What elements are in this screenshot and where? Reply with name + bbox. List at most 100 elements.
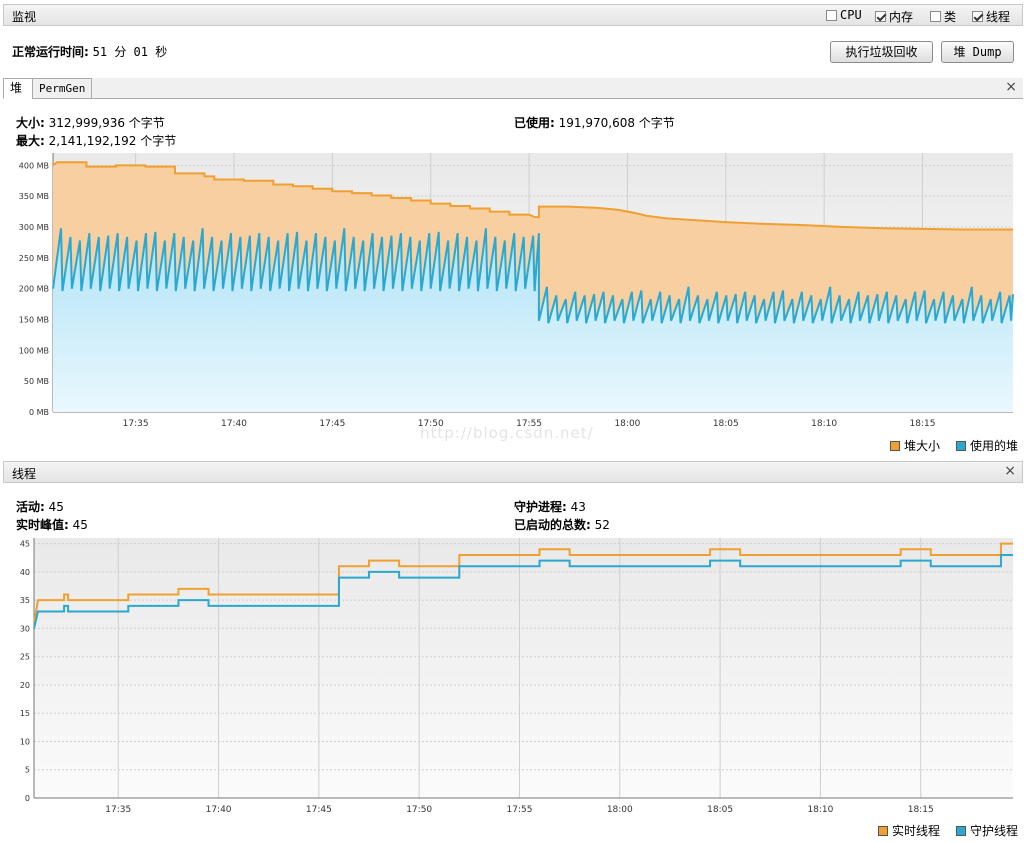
heap-max-info: 最大: 2,141,192,192 个字节 <box>16 132 176 149</box>
x-tick-label: 18:00 <box>614 419 640 429</box>
heap-used-swatch <box>956 440 967 451</box>
memory-checkbox-label: 内存 <box>889 10 914 24</box>
x-tick-label: 18:10 <box>811 419 837 429</box>
monitor-panel-header: 监视 <box>3 4 1023 26</box>
threads-title: 线程 <box>12 467 37 481</box>
y-tick-label: 25 <box>20 653 30 662</box>
heap-legend: 堆大小 使用的堆 <box>890 437 1018 454</box>
daemon-threads-info: 守护进程: 43 <box>514 498 586 515</box>
y-tick-label: 5 <box>25 766 30 775</box>
threads-checkbox[interactable]: 线程 <box>972 8 1010 25</box>
x-tick-label: 17:55 <box>507 805 533 815</box>
close-icon[interactable]: × <box>1004 463 1016 479</box>
monitor-title: 监视 <box>12 10 37 24</box>
uptime-label: 正常运行时间: <box>12 45 89 59</box>
x-tick-label: 18:15 <box>908 805 934 815</box>
peak-threads-info: 实时峰值: 45 <box>16 516 88 533</box>
heap-size-info: 大小: 312,999,936 个字节 <box>16 114 165 131</box>
live-threads-legend-label: 实时线程 <box>892 824 941 838</box>
heap-size-label: 大小: <box>16 116 45 130</box>
started-threads-label: 已启动的总数: <box>514 518 591 532</box>
y-tick-label: 45 <box>20 540 30 549</box>
plot-background <box>34 538 1013 798</box>
started-threads-value: 52 <box>594 518 610 532</box>
y-tick-label: 15 <box>20 709 30 718</box>
live-threads-label: 活动: <box>16 500 45 514</box>
x-tick-label: 17:45 <box>319 419 345 429</box>
daemon-threads-label: 守护进程: <box>514 500 567 514</box>
tab-permgen[interactable]: PermGen <box>32 78 92 99</box>
heap-used-value: 191,970,608 个字节 <box>558 116 675 130</box>
y-tick-label: 10 <box>20 737 30 746</box>
y-tick-label: 100 MB <box>19 346 49 355</box>
x-tick-label: 17:50 <box>406 805 432 815</box>
y-tick-label: 300 MB <box>19 223 49 232</box>
uptime-value: 51 分 01 秒 <box>92 45 168 59</box>
live-threads-info: 活动: 45 <box>16 498 64 515</box>
y-tick-label: 200 MB <box>19 285 49 294</box>
memory-checkbox[interactable]: 内存 <box>875 8 913 25</box>
watermark: http://blog.csdn.net/ <box>420 424 594 442</box>
y-tick-label: 350 MB <box>19 192 49 201</box>
heap-used-label: 已使用: <box>514 116 555 130</box>
peak-threads-label: 实时峰值: <box>16 518 69 532</box>
x-tick-label: 17:40 <box>221 419 247 429</box>
x-tick-label: 18:05 <box>707 805 733 815</box>
heap-used-legend-label: 使用的堆 <box>970 439 1019 453</box>
y-tick-label: 0 <box>25 794 30 803</box>
x-tick-label: 18:00 <box>607 805 633 815</box>
heap-size-legend-label: 堆大小 <box>904 439 941 453</box>
y-tick-label: 400 MB <box>19 161 49 170</box>
checkbox-box[interactable] <box>826 9 837 21</box>
x-tick-label: 17:40 <box>206 805 232 815</box>
x-tick-label: 17:45 <box>306 805 332 815</box>
heap-max-value: 2,141,192,192 个字节 <box>48 134 177 148</box>
y-tick-label: 250 MB <box>19 254 49 263</box>
threads-panel-header: 线程 × <box>3 461 1023 483</box>
cpu-checkbox[interactable]: CPU <box>826 8 862 22</box>
perform-gc-button[interactable]: 执行垃圾回收 <box>830 41 933 63</box>
x-tick-label: 17:35 <box>105 805 131 815</box>
daemon-threads-line <box>33 553 1013 629</box>
classes-checkbox[interactable]: 类 <box>930 8 956 25</box>
classes-checkbox-label: 类 <box>944 10 957 24</box>
y-tick-label: 40 <box>20 568 30 577</box>
heap-size-swatch <box>890 440 900 451</box>
tab-heap[interactable]: 堆 <box>3 78 33 99</box>
heap-used-area <box>53 228 1013 412</box>
x-tick-label: 18:15 <box>910 419 936 429</box>
x-tick-label: 18:05 <box>713 419 739 429</box>
started-threads-info: 已启动的总数: 52 <box>514 516 610 533</box>
y-tick-label: 35 <box>20 596 30 605</box>
x-tick-label: 17:50 <box>418 419 444 429</box>
threads-legend: 实时线程 守护线程 <box>878 822 1018 839</box>
peak-threads-value: 45 <box>72 518 88 532</box>
heap-tab-bar: 堆 PermGen × <box>3 78 1023 99</box>
threads-chart: 0 5 10 15 20 25 30 35 40 45 17:35 17:40 17:45 17:50 17… <box>20 538 1013 815</box>
uptime: 正常运行时间: 51 分 01 秒 <box>12 43 167 60</box>
live-threads-line <box>33 542 1013 623</box>
y-tick-label: 150 MB <box>19 316 49 325</box>
daemon-threads-swatch <box>956 825 967 836</box>
heap-used-line <box>52 228 1014 324</box>
close-icon[interactable]: × <box>1005 79 1017 95</box>
checkbox-box[interactable] <box>930 11 941 22</box>
daemon-threads-legend-label: 守护线程 <box>970 824 1019 838</box>
heap-chart: 0 MB 50 MB 100 MB 150 MB 200 MB 250 MB 300 MB 3… <box>19 153 1014 429</box>
y-tick-label: 20 <box>20 681 30 690</box>
y-tick-label: 0 MB <box>29 408 49 417</box>
heap-max-label: 最大: <box>16 134 45 148</box>
x-tick-label: 18:10 <box>807 805 833 815</box>
heap-size-value: 312,999,936 个字节 <box>48 116 165 130</box>
x-tick-label: 17:55 <box>516 419 542 429</box>
checkbox-box[interactable] <box>972 11 983 22</box>
checkbox-box[interactable] <box>875 11 886 22</box>
x-tick-label: 17:35 <box>123 419 149 429</box>
heap-dump-button[interactable]: 堆 Dump <box>941 41 1014 63</box>
y-tick-label: 50 MB <box>24 377 49 386</box>
y-tick-label: 30 <box>20 624 30 633</box>
cpu-checkbox-label: CPU <box>840 8 862 22</box>
heap-size-line <box>52 161 1013 231</box>
live-threads-value: 45 <box>48 500 64 514</box>
heap-used-info: 已使用: 191,970,608 个字节 <box>514 114 675 131</box>
